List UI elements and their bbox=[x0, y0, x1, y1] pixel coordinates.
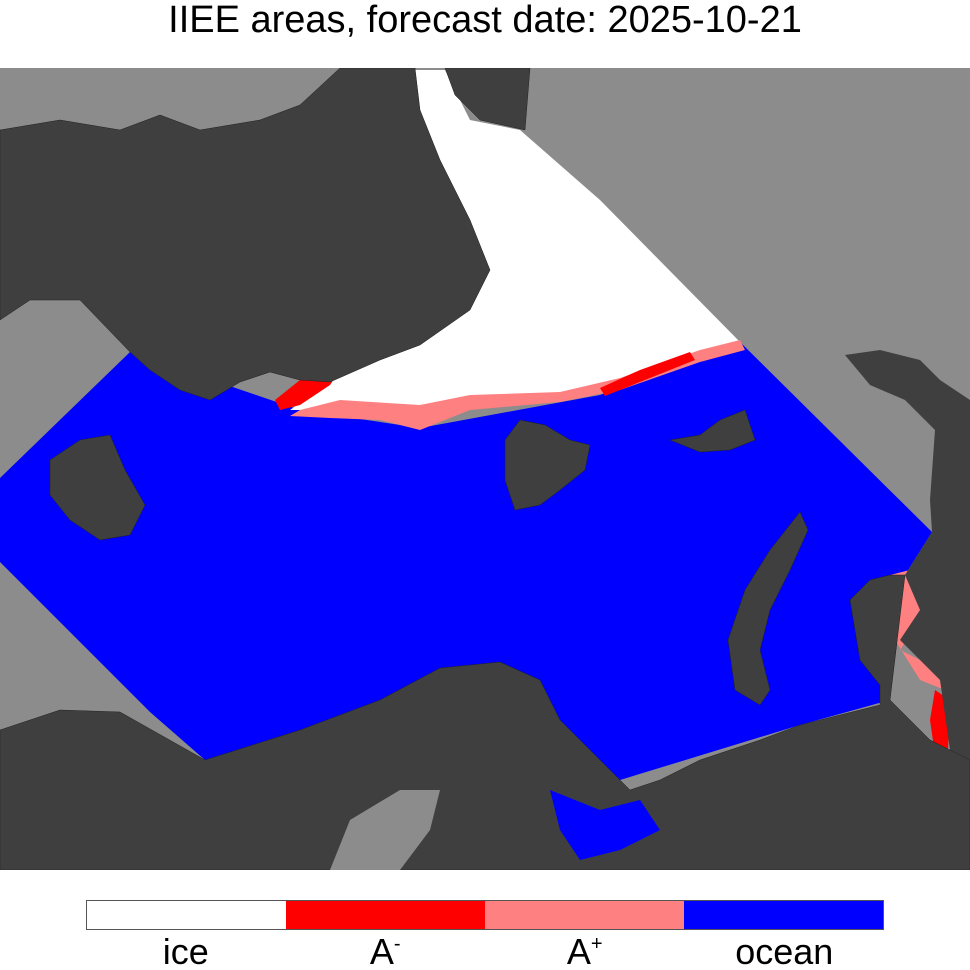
legend-label-base: ocean bbox=[735, 931, 834, 970]
a-plus-patch bbox=[890, 565, 960, 690]
legend-label-base: A bbox=[566, 931, 591, 970]
greenland-east bbox=[444, 68, 531, 131]
map bbox=[0, 68, 970, 870]
novaya-zemlya bbox=[727, 511, 809, 706]
scandinavia-russia bbox=[0, 574, 970, 870]
legend-label: ocean bbox=[685, 932, 885, 970]
svalbard bbox=[504, 419, 591, 511]
greenland bbox=[0, 68, 491, 401]
legend-label-base: ice bbox=[162, 931, 209, 970]
legend-swatch bbox=[485, 901, 684, 929]
legend-label: A- bbox=[286, 932, 486, 970]
legend-labels: ice A- A+ ocean bbox=[86, 932, 884, 970]
baltic-sea bbox=[330, 790, 440, 870]
white-sea bbox=[550, 790, 660, 860]
map-title: IIEE areas, forecast date: 2025-10-21 bbox=[168, 0, 802, 41]
northeast-land bbox=[845, 350, 970, 760]
legend-label: ice bbox=[86, 932, 286, 970]
legend-swatch bbox=[684, 901, 883, 929]
legend bbox=[86, 900, 884, 930]
legend-label: A+ bbox=[485, 932, 685, 970]
legend-label-sup: + bbox=[590, 933, 603, 955]
legend-label-base: A bbox=[369, 931, 394, 970]
legend-label-sup: - bbox=[393, 933, 401, 955]
iceland bbox=[49, 434, 146, 541]
ocean-area bbox=[0, 342, 932, 830]
legend-swatch bbox=[87, 901, 286, 929]
legend-swatch bbox=[286, 901, 485, 929]
ice-edge-a-minus bbox=[600, 352, 695, 396]
ice-edge-a-plus bbox=[290, 340, 745, 430]
franz-josef-land bbox=[669, 409, 756, 453]
ice-area bbox=[290, 70, 740, 425]
